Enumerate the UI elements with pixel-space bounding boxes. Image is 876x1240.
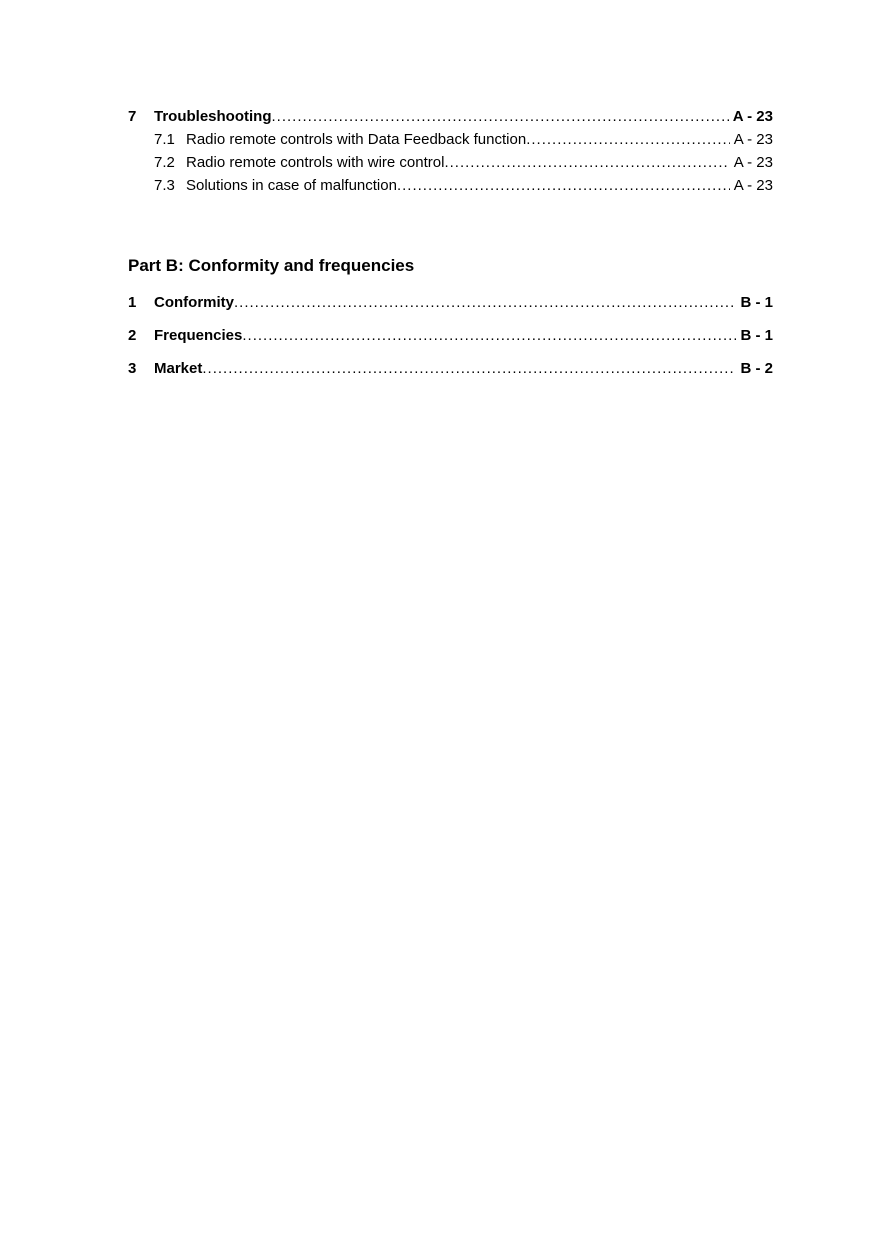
toc-entry-7-3: 7.3 Solutions in case of malfunction ...… xyxy=(128,177,773,194)
toc-leader-dots: ........................................… xyxy=(234,294,736,311)
toc-title: Conformity xyxy=(154,294,234,311)
toc-leader-dots: ........................................… xyxy=(202,360,736,377)
part-b-toc: 1 Conformity ...........................… xyxy=(128,294,773,377)
toc-page: A - 23 xyxy=(730,131,773,148)
toc-page: A - 23 xyxy=(730,177,773,194)
toc-leader-wrap: ........................................… xyxy=(272,108,729,125)
toc-entry-conformity: 1 Conformity ...........................… xyxy=(128,294,773,311)
toc-number: 7.3 xyxy=(154,177,186,194)
toc-entry-troubleshooting: 7 Troubleshooting ......................… xyxy=(128,108,773,125)
toc-entry-frequencies: 2 Frequencies ..........................… xyxy=(128,327,773,344)
toc-leader-dots: ........................................… xyxy=(242,327,736,344)
toc-leader-wrap: ........................................… xyxy=(242,327,736,344)
toc-title: Radio remote controls with wire control xyxy=(186,154,444,171)
toc-title: Frequencies xyxy=(154,327,242,344)
toc-page: B - 2 xyxy=(736,360,773,377)
toc-title: Troubleshooting xyxy=(154,108,272,125)
toc-entry-7-2: 7.2 Radio remote controls with wire cont… xyxy=(128,154,773,171)
toc-number: 7.1 xyxy=(154,131,186,148)
toc-leader-wrap: ........................................… xyxy=(202,360,736,377)
toc-page: B - 1 xyxy=(736,327,773,344)
toc-page: A - 23 xyxy=(729,108,773,125)
toc-entry-market: 3 Market ...............................… xyxy=(128,360,773,377)
toc-page: B - 1 xyxy=(736,294,773,311)
toc-page: A - 23 xyxy=(730,154,773,171)
toc-number: 1 xyxy=(128,294,154,311)
toc-title: Radio remote controls with Data Feedback… xyxy=(186,131,526,148)
toc-leader-wrap: ........................................… xyxy=(234,294,736,311)
part-b-heading: Part B: Conformity and frequencies xyxy=(128,256,773,276)
toc-number: 2 xyxy=(128,327,154,344)
toc-number: 3 xyxy=(128,360,154,377)
toc-title: Market xyxy=(154,360,202,377)
toc-leader-dots: ........................................… xyxy=(397,177,730,194)
toc-entry-7-1: 7.1 Radio remote controls with Data Feed… xyxy=(128,131,773,148)
toc-title: Solutions in case of malfunction xyxy=(186,177,397,194)
toc-leader-dots: ........................................… xyxy=(444,154,729,171)
toc-leader-dots: ........................................… xyxy=(272,108,729,125)
toc-leader-dots: ........................................… xyxy=(526,131,730,148)
toc-number: 7 xyxy=(128,108,154,125)
toc-number: 7.2 xyxy=(154,154,186,171)
